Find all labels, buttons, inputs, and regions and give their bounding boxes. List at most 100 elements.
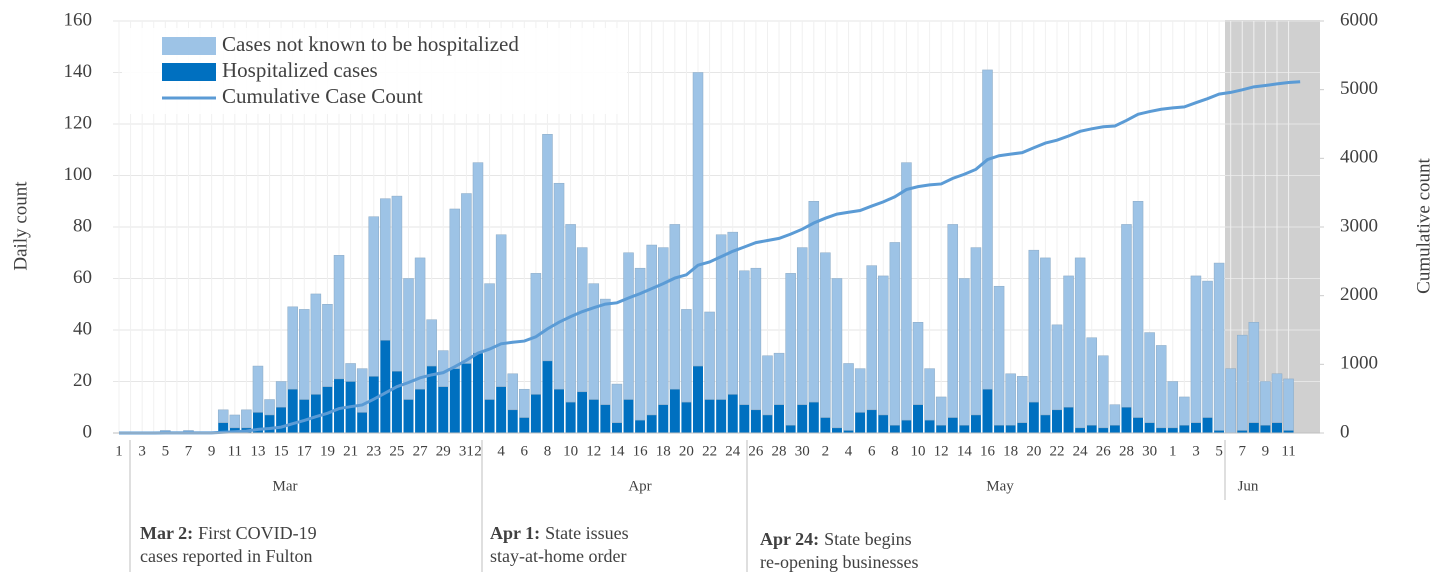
bar-hospitalized	[588, 399, 599, 433]
bar-not-hospitalized	[669, 224, 681, 390]
bar-not-hospitalized	[982, 69, 993, 390]
x-tick-label: 26	[1096, 443, 1112, 459]
bar-hospitalized	[218, 422, 229, 433]
bar-hospitalized	[669, 389, 680, 433]
bar-not-hospitalized	[889, 242, 901, 426]
bar-hospitalized	[623, 399, 634, 433]
bar-not-hospitalized	[229, 414, 241, 429]
legend-label: Cumulative Case Count	[222, 84, 423, 108]
bar-hospitalized	[681, 402, 692, 433]
bar-not-hospitalized	[553, 182, 565, 390]
x-tick-label: 30	[795, 443, 810, 459]
bar-not-hospitalized	[658, 247, 669, 405]
bar-hospitalized	[322, 386, 333, 433]
bar-hospitalized	[496, 386, 507, 433]
bar-hospitalized	[449, 368, 460, 433]
bar-not-hospitalized	[704, 311, 715, 400]
bar-not-hospitalized	[912, 322, 924, 405]
bar-hospitalized	[889, 425, 900, 433]
bar-hospitalized	[1167, 427, 1178, 433]
bar-not-hospitalized	[1040, 257, 1051, 416]
bar-not-hospitalized	[692, 72, 704, 367]
bar-not-hospitalized	[333, 255, 345, 380]
bar-not-hospitalized	[1051, 324, 1063, 411]
bar-hospitalized	[1260, 425, 1271, 433]
bar-not-hospitalized	[217, 409, 229, 423]
bar-not-hospitalized	[600, 298, 611, 405]
bar-not-hospitalized	[403, 278, 414, 400]
bar-hospitalized	[600, 404, 611, 433]
bar-hospitalized	[380, 340, 391, 433]
bar-not-hospitalized	[1074, 257, 1086, 429]
bar-hospitalized	[924, 420, 935, 433]
bar-not-hospitalized	[565, 224, 576, 403]
bar-hospitalized	[970, 414, 981, 433]
x-tick-label: 28	[772, 443, 787, 459]
bar-not-hospitalized	[1144, 332, 1155, 423]
y2-tick-label: 5000	[1340, 78, 1378, 99]
bar-hospitalized	[808, 402, 819, 433]
bar-not-hospitalized	[681, 309, 692, 403]
bar-not-hospitalized	[1237, 334, 1248, 431]
x-tick-label: 14	[609, 443, 625, 459]
bars	[119, 69, 1301, 435]
bar-hospitalized	[299, 399, 310, 433]
x-tick-label: 22	[702, 443, 717, 459]
annotation-text: cases reported in Fulton	[140, 546, 312, 566]
bar-not-hospitalized	[275, 381, 287, 408]
bar-not-hospitalized	[820, 252, 831, 418]
bar-not-hospitalized	[935, 396, 947, 426]
bar-hospitalized	[1202, 417, 1213, 433]
bar-not-hospitalized	[715, 234, 727, 400]
bar-not-hospitalized	[472, 162, 484, 354]
x-tick-label: 20	[679, 443, 694, 459]
bar-hospitalized	[936, 425, 947, 433]
x-tick-label: 26	[748, 443, 764, 459]
bar-hospitalized	[947, 417, 958, 433]
x-tick-label: 10	[911, 443, 926, 459]
bar-not-hospitalized	[646, 244, 657, 416]
x-tick-label: 24	[1073, 443, 1089, 459]
x-tick-label: 16	[633, 443, 649, 459]
x-tick-label: 7	[185, 443, 193, 459]
bar-hospitalized	[1156, 427, 1167, 433]
x-tick-label: 20	[1026, 443, 1041, 459]
bar-hospitalized	[1133, 417, 1144, 433]
y2-tick-label: 3000	[1340, 215, 1378, 236]
bar-not-hospitalized	[241, 409, 252, 429]
x-tick-label: 22	[1049, 443, 1064, 459]
month-label: Jun	[1238, 478, 1259, 494]
bar-hospitalized	[357, 412, 368, 433]
x-tick-label: 19	[320, 443, 335, 459]
bar-not-hospitalized	[461, 193, 472, 364]
bar-hospitalized	[1028, 402, 1039, 433]
bar-not-hospitalized	[542, 134, 553, 362]
x-tick-label: 2	[474, 443, 482, 459]
bar-not-hospitalized	[356, 368, 368, 413]
x-tick-label: 5	[1215, 443, 1223, 459]
bar-not-hospitalized	[611, 383, 623, 423]
bar-not-hospitalized	[299, 309, 310, 400]
bar-not-hospitalized	[1271, 373, 1283, 423]
bar-hospitalized	[368, 376, 379, 433]
x-tick-label: 8	[544, 443, 552, 459]
x-tick-label: 27	[413, 443, 429, 459]
bar-hospitalized	[1040, 414, 1051, 433]
bar-not-hospitalized	[739, 270, 750, 405]
bar-hospitalized	[611, 422, 622, 433]
bar-not-hospitalized	[831, 278, 843, 429]
bar-hospitalized	[252, 412, 263, 433]
annotation: Apr 1: State issues	[490, 523, 629, 543]
bar-hospitalized	[635, 420, 646, 433]
bar-hospitalized	[750, 409, 761, 433]
bar-hospitalized	[1086, 425, 1097, 433]
bar-hospitalized	[1098, 427, 1109, 433]
bar-hospitalized	[658, 404, 669, 433]
bar-not-hospitalized	[843, 363, 854, 431]
x-tick-label: 12	[934, 443, 949, 459]
bar-hospitalized	[994, 425, 1005, 433]
legend-label: Hospitalized cases	[222, 58, 378, 82]
bar-hospitalized	[1248, 422, 1259, 433]
bar-hospitalized	[1063, 407, 1074, 433]
